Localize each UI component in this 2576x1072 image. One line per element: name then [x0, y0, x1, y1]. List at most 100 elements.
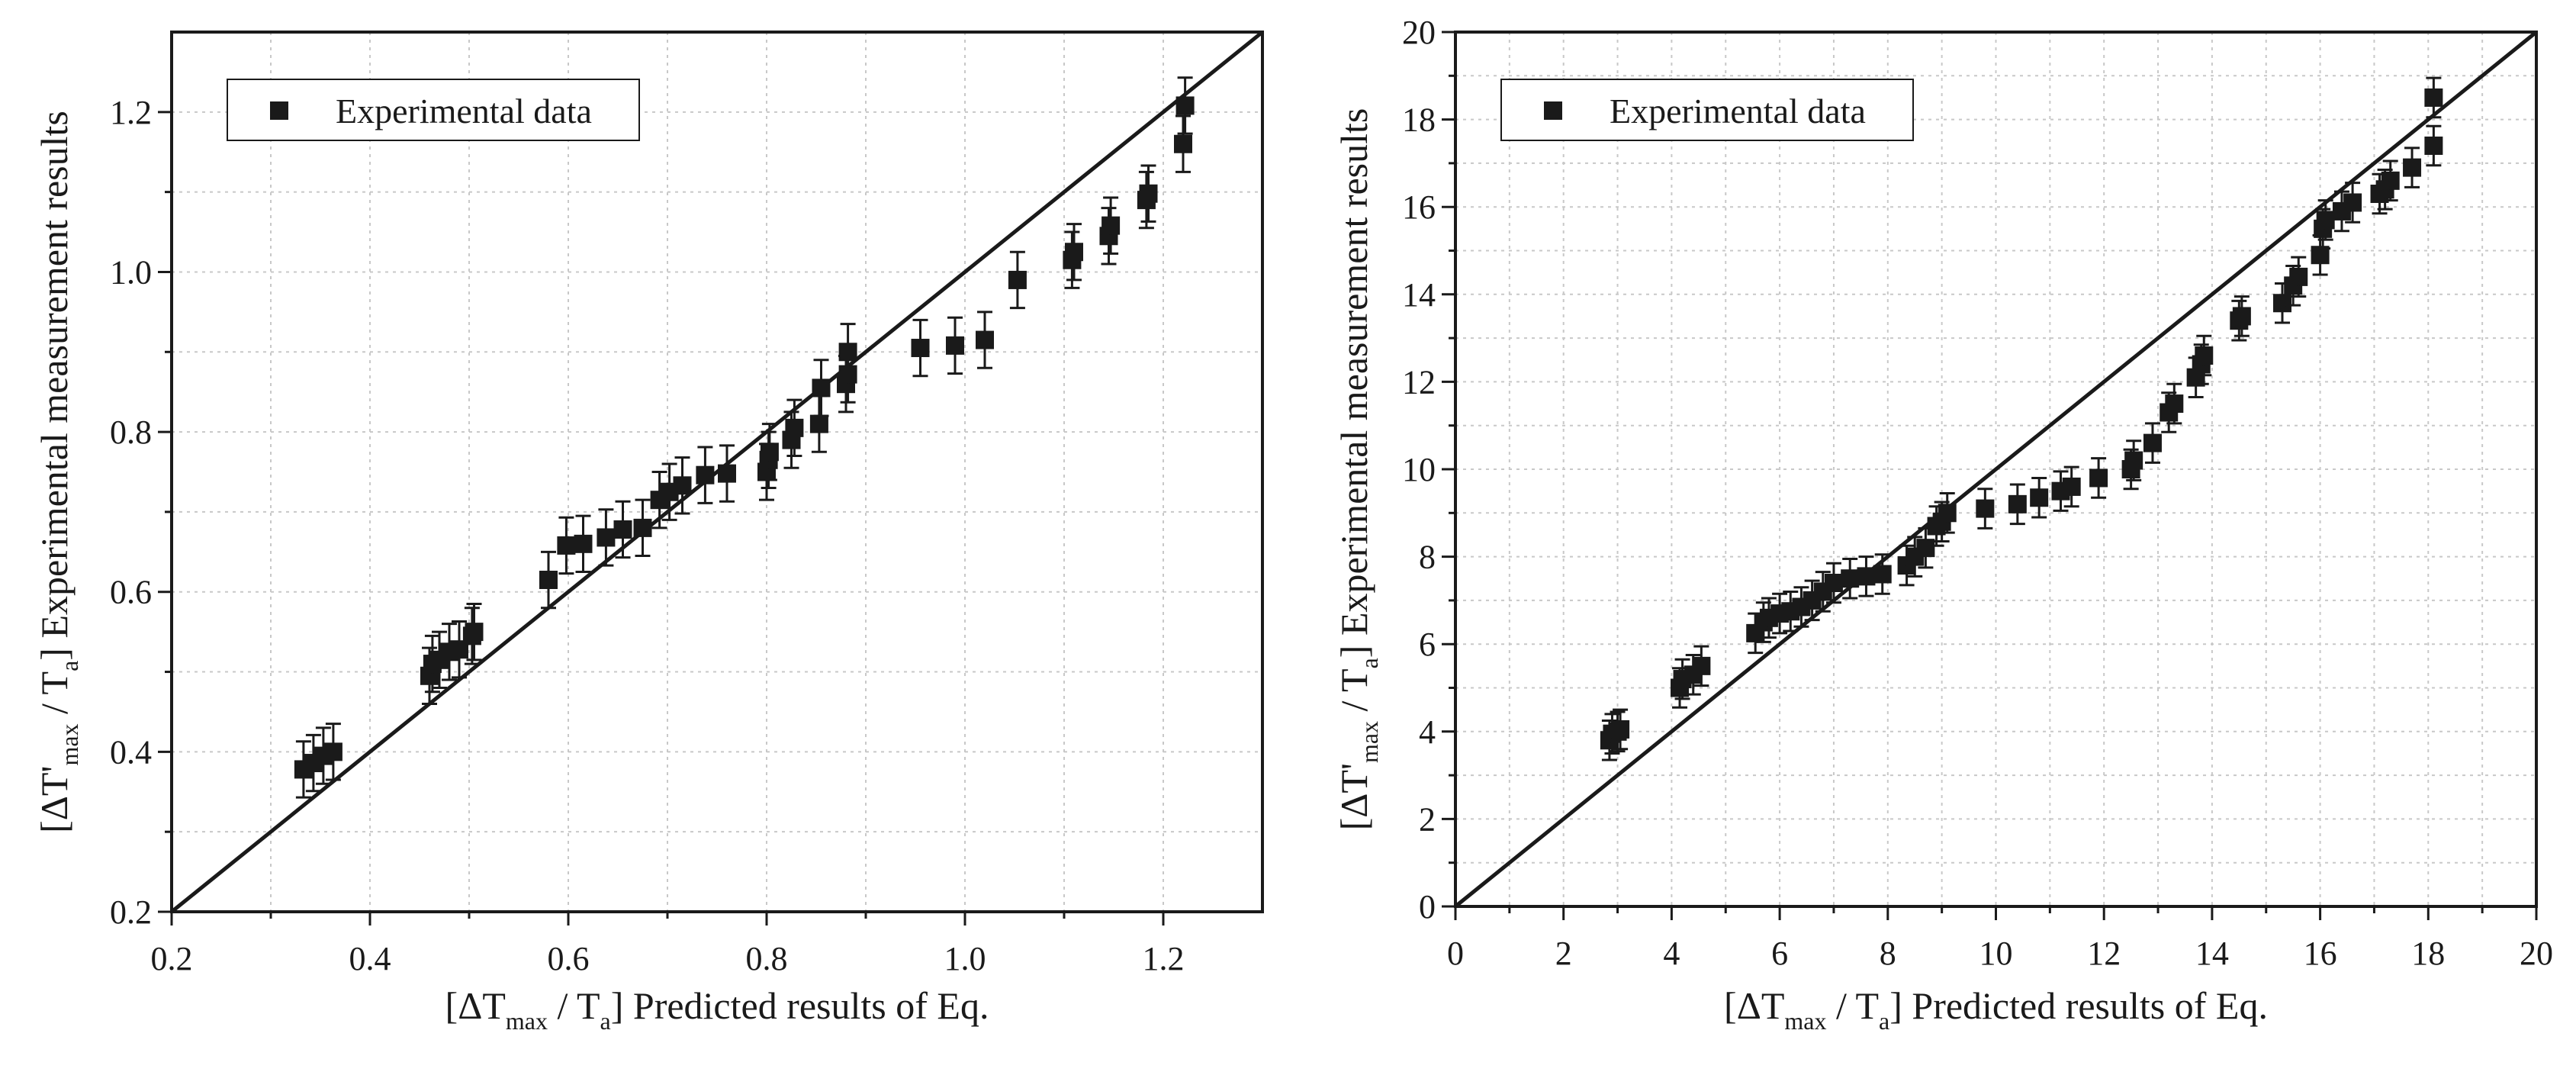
data-point [718, 444, 736, 503]
data-point [760, 423, 779, 481]
data-point [2273, 282, 2292, 324]
data-point [785, 398, 804, 458]
legend-marker [270, 101, 288, 120]
data-marker [557, 536, 576, 555]
data-marker [809, 414, 828, 433]
data-point [696, 446, 715, 504]
data-marker [1938, 504, 1957, 523]
y-tick-label: 0.6 [110, 574, 152, 611]
data-point [2195, 334, 2214, 377]
y-tick-label: 1.0 [110, 253, 152, 291]
data-point [465, 602, 484, 662]
legend-label: Experimental data [336, 92, 592, 130]
data-marker [2424, 88, 2443, 107]
y-tick-label: 10 [1402, 451, 1436, 488]
data-marker [2343, 193, 2362, 212]
y-tick-label: 6 [1419, 626, 1436, 663]
data-point [911, 318, 930, 378]
data-point [2124, 439, 2143, 481]
left-chart: 0.2 0.4 0.6 0.8 1.0 1.2 0.2 0.4 0.6 0.8 1.0 1.2 Expe… [33, 31, 1264, 1035]
data-point [1611, 708, 1630, 751]
data-marker [2143, 433, 2162, 452]
data-marker [2089, 468, 2108, 488]
data-point [1857, 555, 1876, 597]
x-tick-label: 0.4 [349, 940, 391, 977]
x-tick-label: 1.0 [944, 940, 986, 977]
data-marker [2232, 307, 2251, 326]
y-tick-label: 14 [1402, 276, 1436, 314]
x-tick-label: 18 [2411, 935, 2445, 972]
data-marker [574, 534, 593, 553]
x-tick-label: 0 [1447, 935, 1464, 972]
data-point [2424, 76, 2443, 119]
data-point [1824, 562, 1843, 604]
axis-label-text: [ΔT' [1333, 763, 1375, 830]
data-point [597, 508, 616, 567]
right-chart: 0 2 4 6 8 10 12 14 16 18 20 0 2 4 6 8 10 12 14 16 18 20 Experi… [1333, 14, 2553, 1035]
data-marker [911, 339, 930, 358]
data-marker [613, 520, 632, 539]
right-legend: Experimental data [1500, 79, 1914, 141]
data-point [2089, 457, 2108, 499]
data-marker [1873, 565, 1892, 584]
data-marker [539, 571, 558, 590]
x-tick-label: 1.2 [1143, 940, 1185, 977]
x-axis-label: [ΔTmax / Ta] Predicted results of Eq. [445, 984, 989, 1035]
data-marker [838, 343, 857, 362]
data-point [1101, 196, 1121, 255]
data-point [809, 394, 828, 453]
x-tick-label: 4 [1663, 935, 1680, 972]
y-tick-label: 1.2 [110, 94, 152, 131]
legend-box [1500, 79, 1914, 141]
y-tick-label: 0.8 [110, 414, 152, 451]
x-axis-label: [ΔTmax / Ta] Predicted results of Eq. [1724, 984, 2268, 1035]
data-point [2316, 199, 2335, 241]
data-marker [1841, 569, 1860, 588]
data-point [539, 550, 558, 610]
axis-label-text: / T [1333, 668, 1375, 721]
legend-marker [1544, 101, 1562, 120]
data-marker [1175, 96, 1195, 115]
data-point [2143, 422, 2162, 464]
data-point [557, 516, 576, 575]
data-point [2062, 465, 2081, 508]
data-point [2030, 476, 2049, 519]
data-point [1174, 114, 1192, 173]
left-grid [172, 32, 1262, 912]
data-marker [633, 518, 652, 537]
data-marker [2030, 488, 2049, 507]
x-tick-label: 2 [1555, 935, 1572, 972]
data-marker [1692, 656, 1711, 675]
axis-label-text: / T [1827, 984, 1880, 1027]
y-axis-label: [ΔT'max / Ta] Experimental measurement r… [33, 111, 83, 833]
data-point [838, 323, 857, 381]
axis-label-text: ] Experimental measurement results [33, 111, 76, 661]
data-marker [2381, 171, 2400, 190]
data-point [2232, 295, 2251, 337]
data-marker [1174, 134, 1192, 153]
data-marker [2124, 451, 2143, 470]
data-marker [1008, 270, 1027, 289]
data-point [2332, 190, 2351, 233]
x-tick-label: 16 [2304, 935, 2337, 972]
y-axis-label: [ΔT'max / Ta] Experimental measurement r… [1333, 108, 1383, 831]
data-point [2008, 483, 2027, 526]
axis-label-subscript: a [56, 661, 83, 671]
data-marker [2289, 267, 2308, 286]
data-point [976, 311, 994, 369]
data-point [1803, 579, 1822, 622]
y-tick-label: 12 [1402, 363, 1436, 401]
axis-label-subscript: max [56, 723, 83, 765]
data-marker [2165, 394, 2184, 414]
x-tick-label: 0.2 [151, 940, 193, 977]
data-marker [1916, 539, 1935, 558]
data-point [613, 500, 632, 559]
axis-label-text: / T [33, 671, 76, 724]
data-marker [760, 443, 779, 462]
data-marker [718, 464, 736, 483]
legend-box [227, 79, 640, 141]
data-point [812, 359, 831, 417]
axis-label-subscript: max [506, 1007, 548, 1035]
x-tick-label: 8 [1880, 935, 1896, 972]
